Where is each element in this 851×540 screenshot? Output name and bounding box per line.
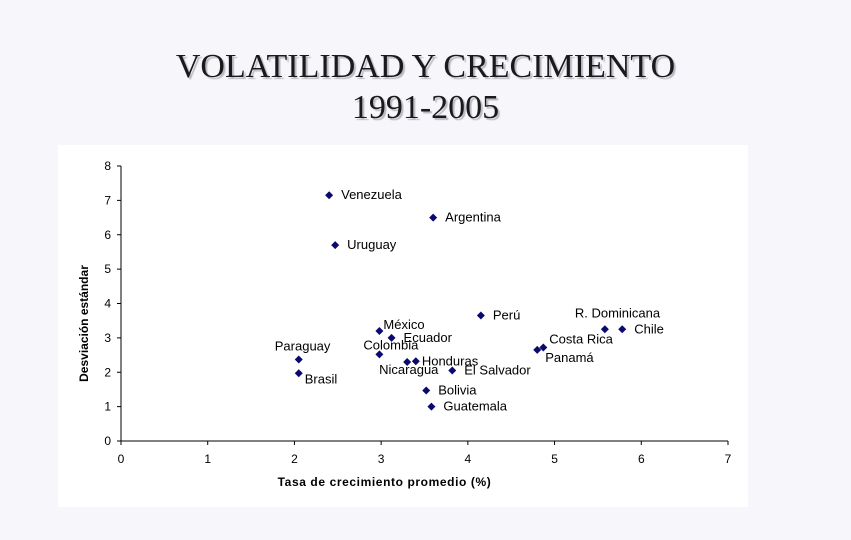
y-tick-label: 7 [104, 193, 111, 207]
y-tick-label: 0 [104, 434, 111, 448]
data-points [294, 191, 627, 411]
point-el-salvador [448, 366, 457, 375]
slide-title: VOLATILIDAD Y CRECIMIENTO 1991-2005 [0, 46, 851, 128]
point-label-costa-rica: Costa Rica [549, 332, 613, 347]
y-tick-label: 1 [104, 400, 111, 414]
point-ecuador [387, 333, 396, 342]
point-colombia [375, 350, 384, 359]
point-costa-rica [539, 343, 548, 352]
y-tick-label: 2 [104, 365, 111, 379]
x-tick-label: 3 [378, 452, 385, 466]
point-label-venezuela: Venezuela [341, 187, 402, 202]
point-label-colombia: Colombia [363, 337, 419, 352]
scatter-chart-panel: 0 1 2 3 4 5 6 7 8 0 1 2 3 4 5 6 7 Venezuela Argentina Urug… [58, 145, 748, 507]
x-axis-title: Tasa de crecimiento promedio (%) [278, 475, 492, 489]
point-paraguay [294, 355, 303, 364]
point-label-r-dominicana: R. Dominicana [575, 305, 661, 320]
point-chile [618, 325, 627, 334]
x-tick-label: 6 [638, 452, 645, 466]
y-tick-label: 4 [104, 297, 111, 311]
point-brasil [294, 369, 303, 378]
point-labels: Venezuela Argentina Uruguay Perú R. Dominica… [275, 187, 664, 413]
x-tick-label: 4 [465, 452, 472, 466]
point-label-brasil: Brasil [305, 371, 338, 386]
point-mexico [375, 327, 384, 335]
point-honduras [411, 357, 420, 366]
point-venezuela [325, 191, 334, 200]
point-peru [476, 311, 485, 320]
point-nicaragua [403, 357, 412, 366]
axes [117, 165, 729, 445]
point-label-panama: Panamá [545, 350, 594, 365]
point-label-bolivia: Bolivia [438, 382, 477, 397]
y-tick-label: 6 [104, 228, 111, 242]
y-tick-label: 5 [104, 262, 111, 276]
scatter-chart: 0 1 2 3 4 5 6 7 8 0 1 2 3 4 5 6 7 Venezuela Argentina Urug… [77, 159, 732, 489]
point-bolivia [422, 386, 431, 395]
point-label-nicaragua: Nicaragua [379, 362, 439, 377]
tick-labels: 0 1 2 3 4 5 6 7 8 0 1 2 3 4 5 6 7 [104, 159, 731, 466]
point-argentina [429, 213, 438, 222]
y-axis-title: Desviación estándar [77, 265, 91, 382]
point-panama [533, 345, 542, 354]
point-guatemala [427, 402, 436, 411]
point-label-peru: Perú [493, 308, 520, 323]
point-uruguay [331, 241, 340, 250]
point-label-chile: Chile [634, 321, 664, 336]
x-tick-label: 0 [118, 452, 125, 466]
y-tick-label: 3 [104, 331, 111, 345]
x-tick-label: 1 [204, 452, 211, 466]
point-label-ecuador: Ecuador [404, 330, 453, 345]
x-tick-label: 2 [291, 452, 298, 466]
point-r-dominicana [600, 325, 609, 334]
point-label-guatemala: Guatemala [443, 399, 507, 414]
point-label-argentina: Argentina [445, 210, 501, 225]
point-label-paraguay: Paraguay [275, 339, 331, 354]
point-label-honduras: Honduras [422, 353, 479, 368]
x-tick-label: 7 [725, 452, 732, 466]
slide-title-line-2: 1991-2005 [351, 89, 500, 126]
point-label-mexico: México [383, 317, 424, 332]
slide-title-line-1: VOLATILIDAD Y CRECIMIENTO [175, 48, 676, 85]
x-tick-label: 5 [551, 452, 558, 466]
y-tick-label: 8 [104, 159, 111, 173]
point-label-el-salvador: El Salvador [464, 363, 531, 378]
point-label-uruguay: Uruguay [347, 237, 397, 252]
